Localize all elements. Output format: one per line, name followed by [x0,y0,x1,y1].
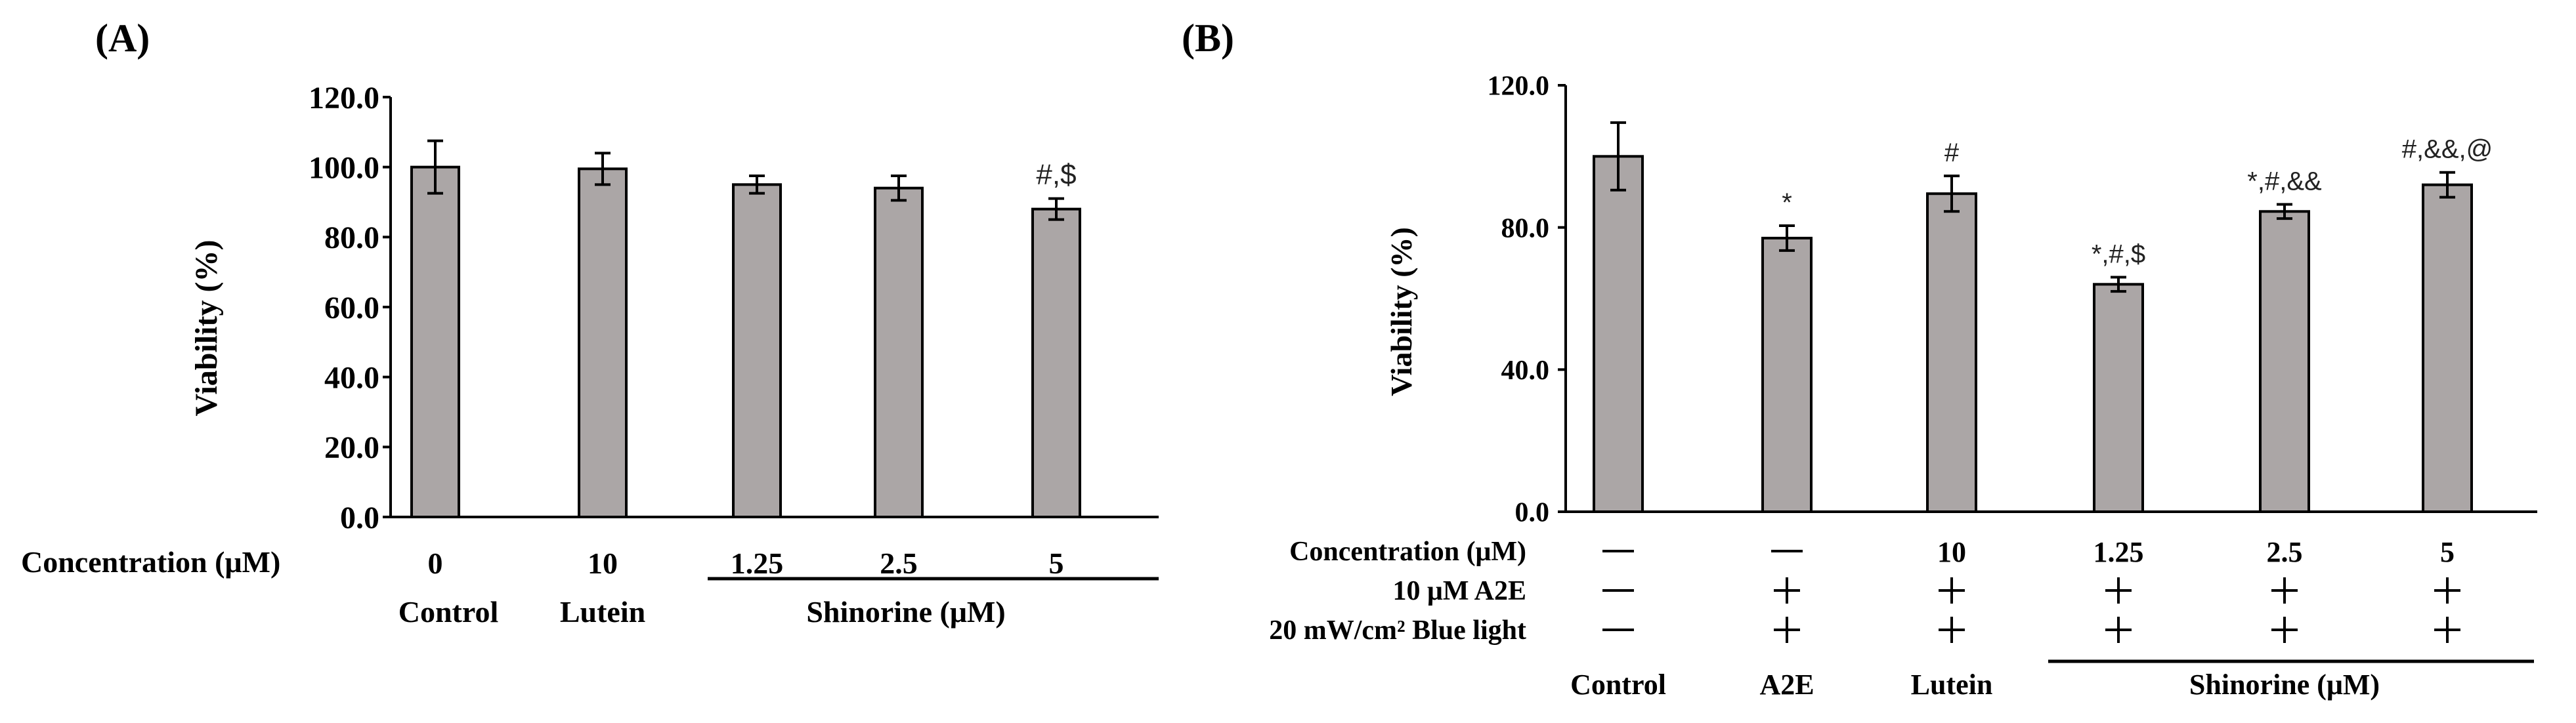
panel-a-bar [874,186,924,518]
panel-b-significance-label: *,#,$ [2092,240,2145,269]
panel-b-y-axis-label: Viability (%) [1385,227,1418,396]
panel-a-y-tick-label: 120.0 [309,81,379,115]
panel-a-label: (A) [95,16,150,60]
panel-b-row-label: Concentration (μM) [1289,537,1526,567]
panel-a-group-control: Control [398,595,499,629]
panel-b-bar [2259,210,2310,513]
panel-b-significance-label: # [1944,138,1960,167]
panel-b-y-tick-label: 0.0 [1515,498,1550,528]
panel-a-y-tick-label: 20.0 [324,430,379,465]
panel-a-row-cell: 10 [588,547,618,580]
panel-b-row-cell: 5 [2440,536,2455,568]
panel-a-y-tick-label: 80.0 [324,220,379,255]
panel-a-row-cell: 0 [428,547,443,580]
panel-b-row-label: 10 μM A2E [1393,576,1526,606]
panel-b-bar [2422,183,2473,513]
panel-b-significance-label: *,#,&& [2247,167,2322,196]
panel-b-y-tick-label: 120.0 [1488,72,1550,102]
panel-b-y-tick-label: 80.0 [1501,213,1550,243]
panel-a-y-axis-label: Viability (%) [189,240,224,417]
panel-a-y-tick-label: 60.0 [324,291,379,325]
panel-a-row-label: Concentration (μM) [21,545,280,579]
panel-a-row-cell: 5 [1049,547,1064,580]
panel-a-y-tick-label: 0.0 [340,501,379,535]
panel-a-y-tick-label: 40.0 [324,360,379,395]
panel-b-row-cell: 2.5 [2267,536,2303,568]
panel-a-bar [410,165,460,518]
panel-b-chart: (B) Viability (%) 0.0 40.0 80.0 120.0 * # *,#… [1182,16,2537,701]
panel-b-group-lutein: Lutein [1911,669,1993,701]
panel-b-bar [1593,155,1644,514]
panel-a-chart: (A) Viability (%) 0.020.040.060.080.0100… [21,16,1159,629]
panel-b-group-shinorine: Shinorine (μM) [2189,669,2380,701]
panel-a-y-tick-label: 100.0 [309,150,379,185]
panel-a-bar [1031,207,1081,518]
panel-b-bar [2093,283,2144,513]
panel-b-label: (B) [1182,16,1234,60]
panel-b-significance-label: * [1782,188,1792,217]
panel-b-row-cell: 1.25 [2093,536,2144,568]
panel-b-y-tick-label: 40.0 [1501,356,1550,386]
panel-b-row-cell: 10 [1937,536,1966,568]
panel-b-group-control: Control [1570,669,1666,701]
panel-a-significance-label: #,$ [1036,159,1076,191]
panel-a-group-lutein: Lutein [560,595,645,629]
panel-a-row-cell: 2.5 [880,547,918,580]
panel-b-row-label: 20 mW/cm² Blue light [1269,615,1526,646]
panel-b-group-a2e: A2E [1759,669,1814,701]
panel-a-bar [732,183,782,518]
panel-b-bar [1761,236,1813,513]
panel-b-bar [1926,192,1977,513]
panel-a-row-cell: 1.25 [731,547,784,580]
panel-a-bar [578,167,628,519]
panel-a-group-shinorine: Shinorine (μM) [806,595,1005,629]
panel-b-significance-label: #,&&,@ [2402,135,2493,164]
